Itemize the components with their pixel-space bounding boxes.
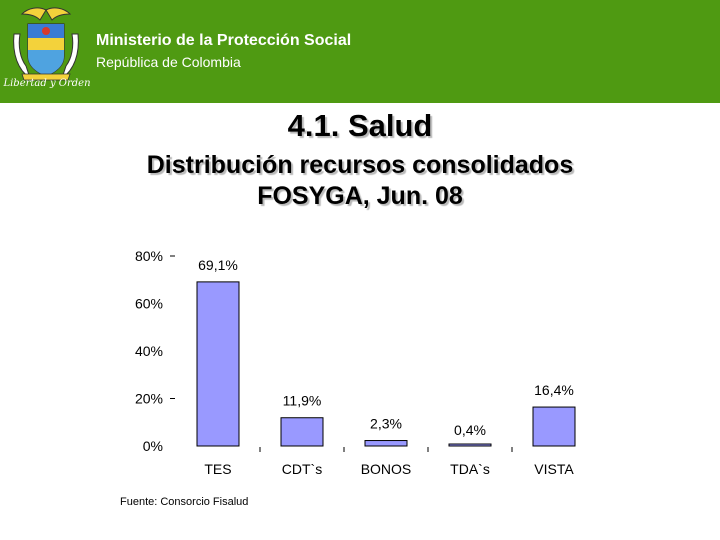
data-label: 2,3% <box>370 416 402 432</box>
data-label: 69,1% <box>198 257 238 273</box>
bar-bonos <box>364 440 408 447</box>
coat-of-arms-icon <box>13 7 79 81</box>
data-label: 0,4% <box>454 422 486 438</box>
y-tick-label: 20% <box>135 391 163 407</box>
data-label: 16,4% <box>534 382 574 398</box>
chart-title-line-2: FOSYGA, Jun. 08 <box>257 182 463 210</box>
x-tick-label: BONOS <box>361 461 412 477</box>
x-tick-label: TDA`s <box>450 461 490 477</box>
y-tick-label: 40% <box>135 343 163 359</box>
x-tick-label: VISTA <box>534 461 574 477</box>
republic-name: República de Colombia <box>96 54 241 70</box>
bar-tes <box>196 281 240 447</box>
motto-text: Libertad y Orden <box>3 78 91 89</box>
ministry-name: Ministerio de la Protección Social <box>96 32 352 49</box>
chart-title: Distribución recursos consolidados FOSYG… <box>0 150 720 212</box>
section-title: 4.1. Salud <box>287 108 433 143</box>
chart-title-line-1: Distribución recursos consolidados <box>146 151 574 179</box>
y-tick-label: 80% <box>135 248 163 264</box>
header-banner: Libertad y Orden Ministerio de la Protec… <box>0 0 720 103</box>
y-tick-label: 0% <box>143 438 163 454</box>
bar-vista <box>532 406 576 447</box>
bar-cdts <box>280 417 324 447</box>
x-tick-label: CDT`s <box>282 461 322 477</box>
data-label: 11,9% <box>283 393 322 409</box>
source-note: Fuente: Consorcio Fisalud <box>120 496 249 508</box>
bar-tdas <box>448 443 492 447</box>
x-tick-label: TES <box>204 461 231 477</box>
y-tick-label: 60% <box>135 296 163 312</box>
